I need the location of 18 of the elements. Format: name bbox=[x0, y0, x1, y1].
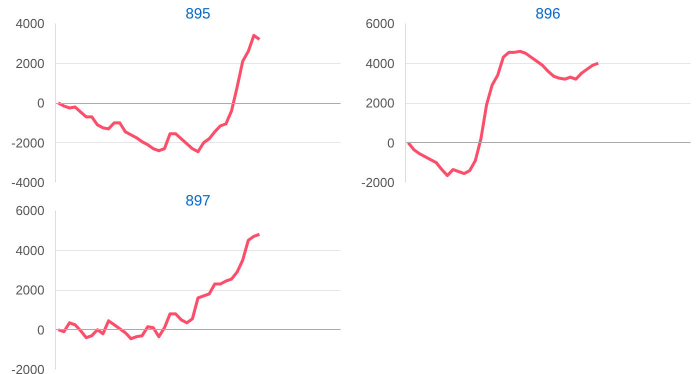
y-tick-label: 4000 bbox=[16, 242, 44, 258]
y-tick-label: 2000 bbox=[16, 282, 44, 298]
y-tick-label: 4000 bbox=[366, 56, 394, 71]
chart-title: 897 bbox=[185, 192, 211, 210]
y-tick-label: 2000 bbox=[16, 56, 44, 71]
y-tick-label: 0 bbox=[37, 96, 45, 110]
y-tick-label: 6000 bbox=[16, 203, 44, 218]
y-tick-label: 0 bbox=[387, 135, 395, 150]
y-tick-label: -2000 bbox=[11, 362, 44, 374]
y-tick-label: 6000 bbox=[366, 16, 394, 31]
y-tick-label: 0 bbox=[37, 322, 45, 338]
y-tick-label: -4000 bbox=[11, 175, 44, 190]
y-tick-label: -2000 bbox=[11, 135, 44, 150]
y-tick-label: 4000 bbox=[16, 16, 44, 31]
y-tick-label: -2000 bbox=[361, 175, 394, 190]
chart-title: 896 bbox=[535, 6, 561, 22]
y-tick-label: 2000 bbox=[366, 96, 394, 110]
chart-title: 895 bbox=[185, 6, 211, 22]
